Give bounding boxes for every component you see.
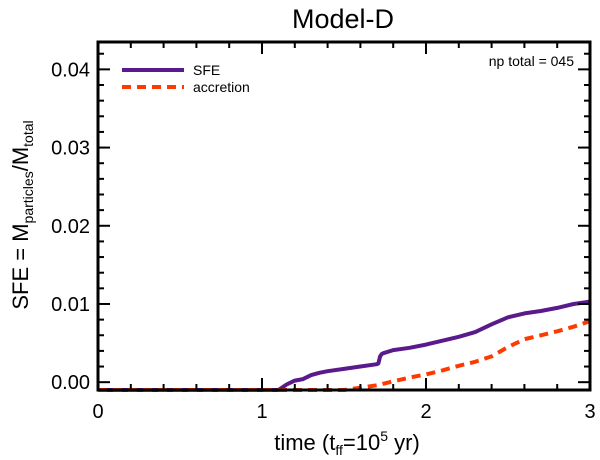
legend: SFE accretion	[122, 62, 250, 95]
y-tick-label: 0.00	[51, 372, 90, 394]
y-tick-label: 0.01	[51, 294, 90, 316]
np-total-annotation: np total = 045	[489, 53, 574, 69]
x-tick-label: 0	[92, 401, 103, 423]
y-axis-label: SFE = Mparticles/Mtotal	[8, 120, 36, 309]
plot-frame	[96, 40, 592, 392]
series-line-sfe	[98, 299, 591, 392]
x-axis-label: time (tff=105 yr)	[274, 428, 420, 458]
series-line-accretion	[98, 319, 591, 392]
y-tick-label: 0.03	[51, 138, 90, 160]
legend-label-sfe: SFE	[193, 62, 220, 78]
x-tick-label: 3	[584, 401, 595, 423]
legend-label-accretion: accretion	[193, 79, 250, 95]
y-tick-label: 0.02	[51, 216, 90, 238]
chart-title: Model-D	[292, 4, 394, 34]
x-tick-label: 1	[256, 401, 267, 423]
y-tick-label: 0.04	[51, 59, 90, 81]
x-tick-label: 2	[420, 401, 431, 423]
